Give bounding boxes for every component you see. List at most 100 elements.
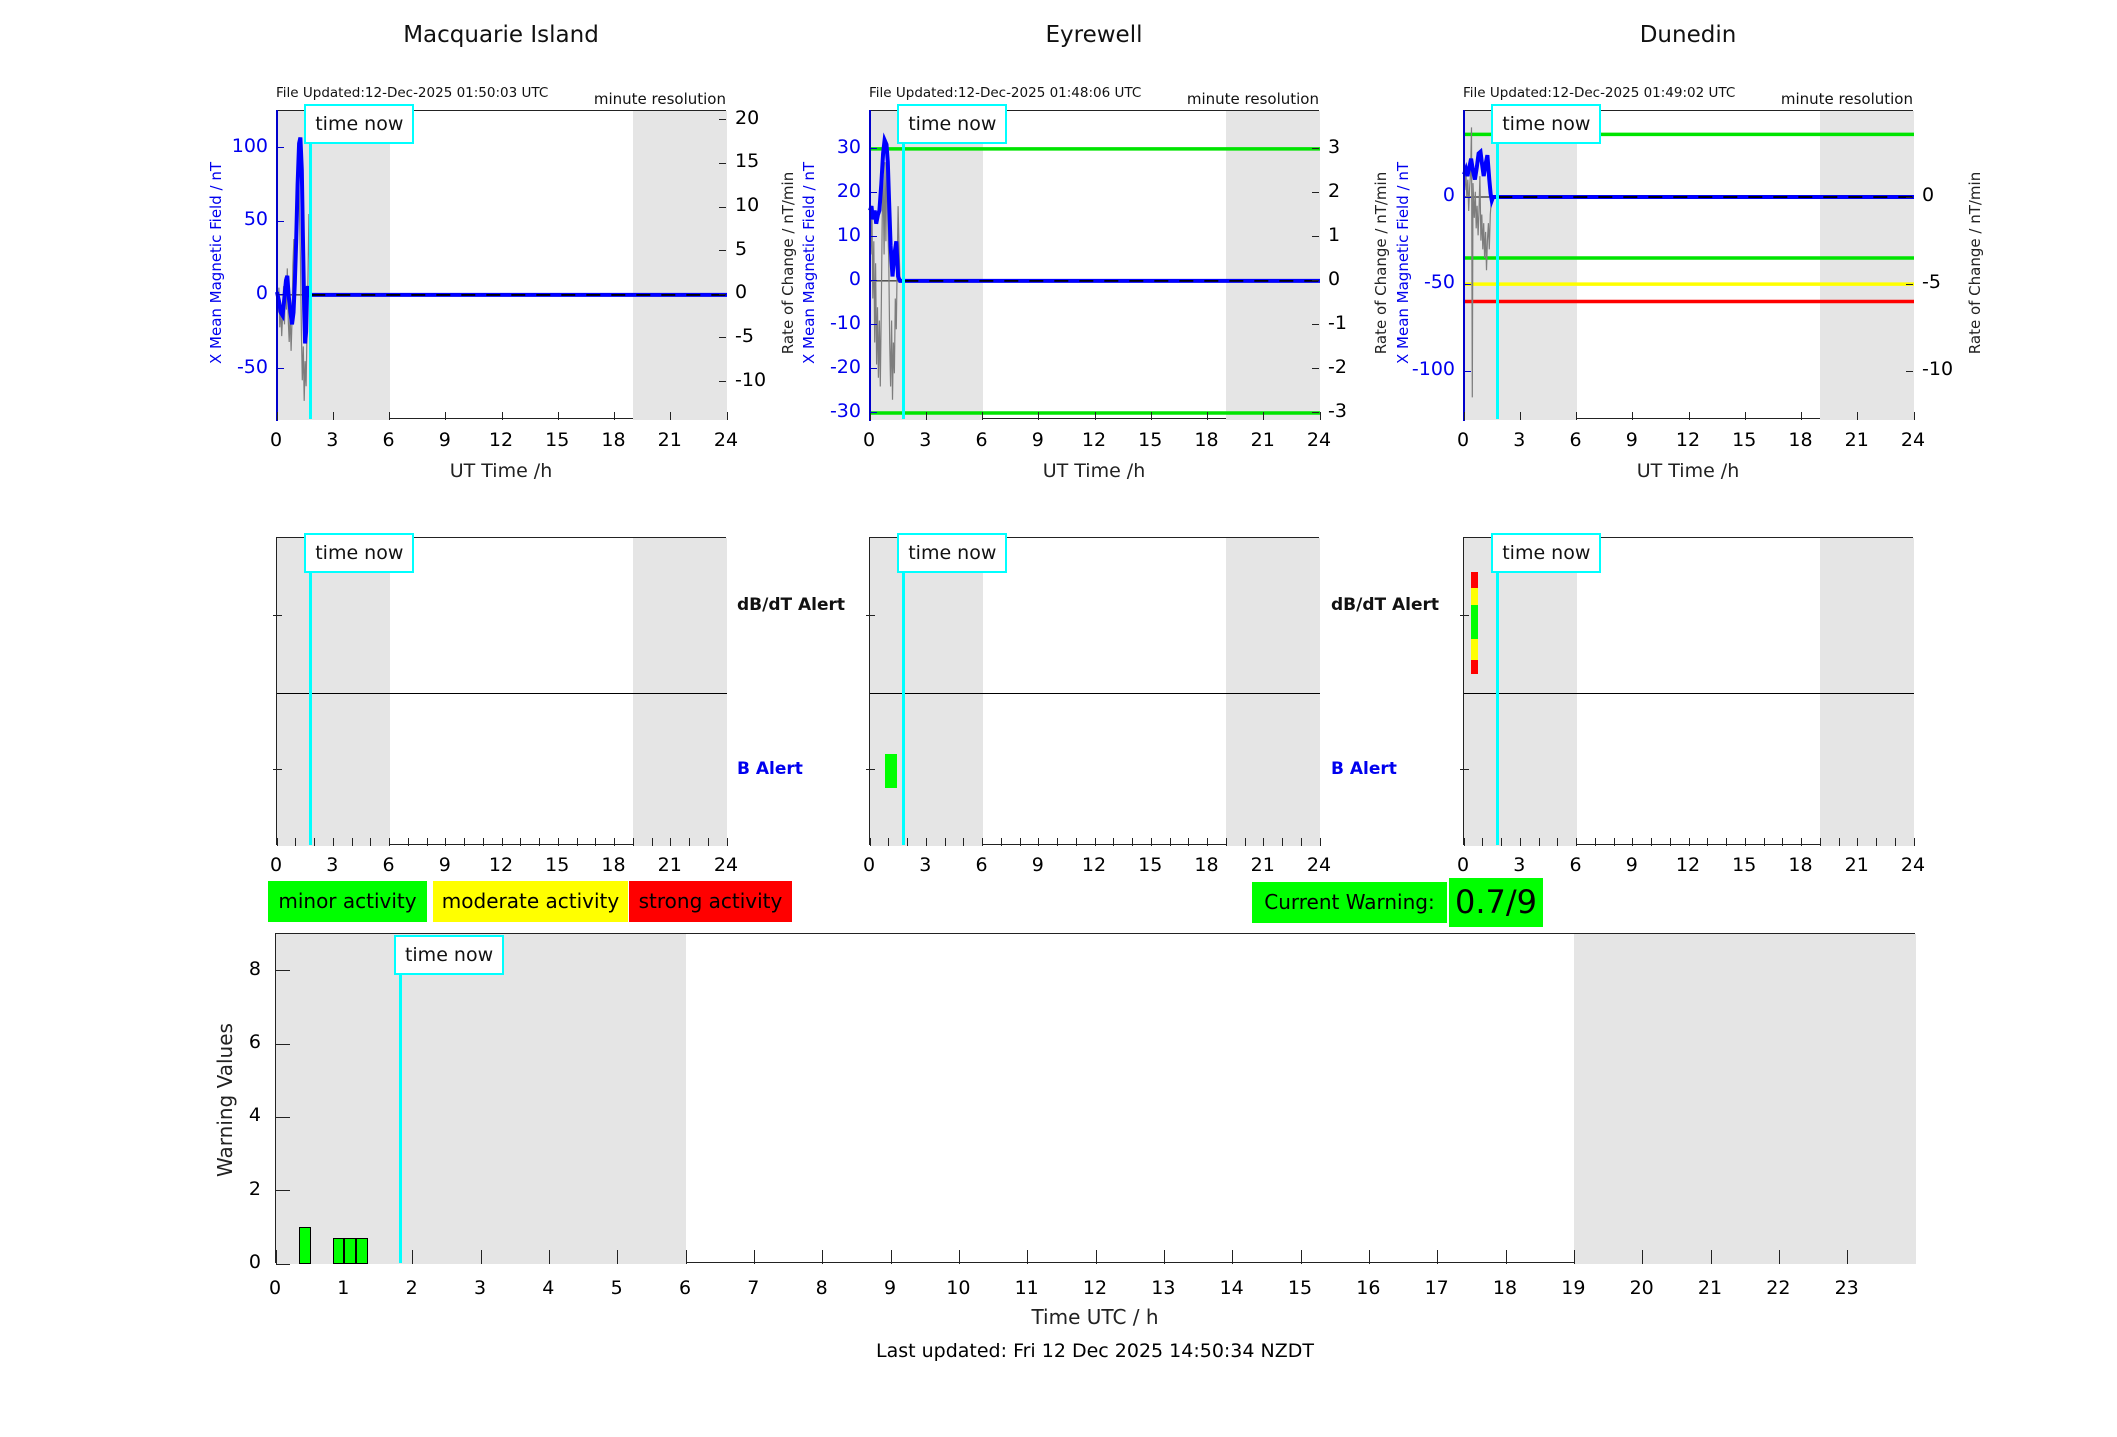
warning-values-ylabel: Warning Values	[213, 1023, 237, 1177]
y-tick	[277, 147, 284, 149]
x-tick	[351, 838, 353, 846]
x-tick	[1282, 838, 1283, 846]
left-axis-spine	[1463, 110, 1465, 421]
y-tick	[866, 615, 875, 617]
time-now-flag: time now	[897, 533, 1008, 573]
x-tick	[753, 1250, 755, 1264]
x-tick-label: 0	[1456, 429, 1470, 451]
gray-band	[276, 934, 686, 1264]
x-tick	[632, 838, 634, 846]
x-tick-label: 17	[1424, 1277, 1449, 1299]
x-tick	[670, 412, 672, 420]
x-tick-label: 3	[919, 854, 932, 876]
b-alert-label: B Alert	[737, 759, 803, 779]
time-now-flag: time now	[1491, 533, 1602, 573]
x-tick-label: 12	[1675, 854, 1701, 876]
current-warning-value: 0.7/9	[1449, 878, 1543, 927]
x-tick	[464, 838, 465, 846]
x-tick	[1538, 838, 1540, 846]
left-tick-label: -20	[829, 355, 861, 378]
warning-bar	[355, 1238, 368, 1264]
x-tick	[1095, 1250, 1097, 1264]
y-tick	[870, 280, 877, 282]
x-tick	[1188, 838, 1190, 846]
x-tick-label: 12	[488, 854, 514, 876]
y-tick	[870, 368, 877, 370]
dbdt-alert-label: dB/dT Alert	[1331, 595, 1440, 615]
x-tick	[1688, 838, 1690, 846]
x-tick	[1057, 838, 1058, 846]
x-tick	[1632, 412, 1634, 420]
file-updated-note: File Updated:12-Dec-2025 01:48:06 UTC	[869, 85, 1142, 101]
x-tick	[1132, 838, 1133, 846]
x-tick-label: 3	[326, 429, 339, 451]
x-tick	[370, 838, 372, 846]
left-tick-label: 0	[255, 281, 268, 304]
x-tick	[520, 838, 522, 846]
raw-field-series	[869, 153, 901, 400]
x-tick-label: 9	[438, 854, 451, 876]
x-tick	[548, 1250, 550, 1264]
x-tick	[689, 838, 690, 846]
gray-band	[633, 538, 727, 846]
right-tick-label: 5	[735, 237, 748, 260]
x-tick	[1113, 838, 1115, 846]
time-now-flag: time now	[897, 104, 1008, 144]
x-tick-label: 4	[542, 1277, 555, 1299]
bottom-xlabel: Time UTC / h	[1031, 1305, 1159, 1329]
x-tick	[276, 412, 278, 420]
x-tick-label: 0	[1456, 854, 1470, 876]
x-tick-label: 13	[1151, 1277, 1176, 1299]
x-tick	[1038, 412, 1040, 420]
x-tick	[1519, 412, 1521, 420]
y-tick-right	[719, 293, 726, 295]
x-tick-label: 11	[1014, 1277, 1039, 1299]
left-tick-label: 0	[848, 267, 861, 290]
x-tick-label: 16	[1356, 1277, 1381, 1299]
right-tick-label: -5	[735, 324, 754, 347]
x-tick	[480, 1250, 482, 1264]
x-tick	[539, 838, 540, 846]
x-tick	[1744, 412, 1746, 420]
x-tick-label: 21	[1250, 429, 1275, 451]
x-tick-label: 6	[1569, 854, 1582, 876]
x-tick	[1027, 1250, 1029, 1264]
y-tick-right	[1906, 196, 1913, 198]
y-tick-right	[1312, 368, 1319, 370]
x-tick-label: 21	[1250, 854, 1275, 876]
gray-band	[1574, 934, 1916, 1264]
last-updated: Last updated: Fri 12 Dec 2025 14:50:34 N…	[876, 1340, 1314, 1362]
left-axis-label: X Mean Magnetic Field / nT	[207, 161, 225, 364]
x-tick	[295, 838, 297, 846]
right-tick-label: -10	[735, 368, 767, 391]
warning-bar	[344, 1238, 356, 1264]
x-tick	[1319, 412, 1321, 420]
right-tick-label: 2	[1328, 179, 1341, 202]
y-tick-right	[719, 337, 726, 339]
warning-values-chart	[275, 933, 1916, 1265]
left-tick-label: -50	[236, 355, 268, 378]
x-tick-label: 24	[1900, 854, 1926, 876]
x-tick	[557, 412, 559, 420]
x-tick	[1094, 412, 1096, 420]
x-tick	[1819, 838, 1821, 846]
y-tick	[277, 368, 284, 369]
left-tick-label: 0	[1442, 184, 1455, 207]
x-tick	[925, 838, 927, 846]
x-tick	[726, 838, 728, 846]
x-tick-label: 15	[1138, 854, 1163, 876]
x-tick	[1075, 838, 1077, 846]
x-tick-label: 24	[713, 429, 739, 451]
time-now-line	[308, 571, 312, 845]
x-tick	[1501, 838, 1502, 846]
time-now-flag: time now	[304, 533, 415, 573]
x-tick-label: 12	[1675, 429, 1701, 451]
y-tick-right	[1312, 192, 1319, 194]
x-tick-label: 15	[545, 429, 570, 451]
y-tick-label: 6	[248, 1031, 261, 1053]
x-tick	[614, 838, 615, 846]
x-tick	[1594, 838, 1596, 846]
y-tick	[273, 769, 282, 771]
x-tick	[1801, 412, 1802, 420]
x-tick	[1913, 838, 1915, 846]
